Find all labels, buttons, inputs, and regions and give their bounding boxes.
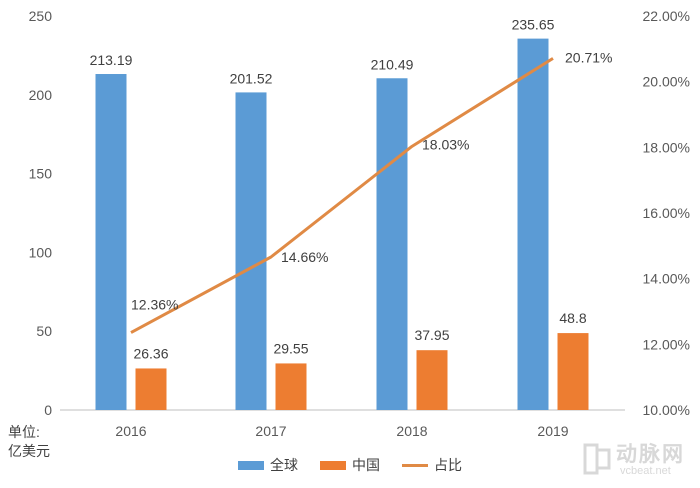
legend: 全球 中国 占比	[0, 455, 700, 475]
data-label-share-2018: 18.03%	[422, 136, 469, 152]
data-label-global-2016: 213.19	[90, 52, 133, 68]
data-label-china-2018: 37.95	[414, 327, 449, 343]
legend-swatch-global	[238, 460, 264, 470]
watermark-brand: 动脉网	[616, 443, 685, 466]
legend-item-share: 占比	[402, 455, 462, 475]
legend-label-share: 占比	[434, 457, 462, 473]
legend-item-global: 全球	[238, 455, 298, 475]
data-label-global-2017: 201.52	[230, 70, 273, 86]
x-axis-ticks: 2016 2017 2018 2019	[115, 423, 568, 439]
x-tick-2016: 2016	[115, 423, 146, 439]
left-tick-50: 50	[36, 323, 52, 339]
chart: 0 50 100 150 200 250 10.00% 12.00% 14.00% 16.00%…	[29, 8, 690, 439]
right-axis-ticks: 10.00% 12.00% 14.00% 16.00% 18.00% 20.00% 22.0…	[643, 8, 690, 418]
left-tick-0: 0	[44, 402, 52, 418]
share-data-labels: 12.36% 14.66% 18.03% 20.71%	[131, 49, 612, 312]
data-label-global-2019: 235.65	[512, 17, 555, 33]
data-label-china-2017: 29.55	[273, 340, 308, 356]
unit-label-line1: 单位:	[8, 424, 40, 440]
legend-item-china: 中国	[320, 455, 380, 475]
series-china-bars	[135, 333, 589, 410]
data-label-share-2016: 12.36%	[131, 297, 178, 313]
bar-china-2018	[416, 350, 448, 410]
left-tick-150: 150	[29, 166, 53, 182]
watermark-logo: 动脉网 vcbeat.net	[582, 438, 690, 482]
left-tick-100: 100	[29, 244, 53, 260]
watermark-mark-icon	[583, 443, 611, 475]
unit-label-line2: 亿美元	[8, 443, 50, 459]
legend-label-china: 中国	[352, 457, 380, 473]
legend-swatch-share	[402, 463, 428, 467]
data-label-share-2019: 20.71%	[565, 49, 612, 65]
series-share-line	[130, 57, 554, 334]
right-tick-10.00%: 10.00%	[643, 402, 690, 418]
right-tick-22.00%: 22.00%	[643, 8, 690, 24]
legend-label-global: 全球	[270, 457, 298, 473]
global-data-labels: 213.19 201.52 210.49 235.65	[90, 17, 555, 87]
series-global-bars	[95, 38, 549, 410]
legend-swatch-china	[320, 460, 346, 470]
bar-china-2016	[135, 368, 167, 410]
x-tick-2017: 2017	[255, 423, 286, 439]
right-tick-14.00%: 14.00%	[643, 271, 690, 287]
x-tick-2018: 2018	[396, 423, 427, 439]
right-tick-20.00%: 20.00%	[643, 74, 690, 90]
data-label-share-2017: 14.66%	[281, 249, 328, 265]
data-label-global-2018: 210.49	[371, 56, 414, 72]
x-tick-2019: 2019	[537, 423, 568, 439]
left-axis-ticks: 0 50 100 150 200 250	[29, 8, 53, 418]
bar-global-2018	[376, 78, 408, 410]
bar-china-2019	[557, 333, 589, 410]
left-tick-250: 250	[29, 8, 53, 24]
data-label-china-2016: 26.36	[133, 345, 168, 361]
right-tick-18.00%: 18.00%	[643, 139, 690, 155]
right-tick-16.00%: 16.00%	[643, 205, 690, 221]
right-tick-12.00%: 12.00%	[643, 336, 690, 352]
bar-global-2017	[235, 92, 267, 410]
unit-label: 单位: 亿美元	[8, 423, 50, 461]
bar-global-2019	[517, 38, 549, 410]
left-tick-200: 200	[29, 87, 53, 103]
bar-china-2017	[275, 363, 307, 410]
bar-global-2016	[95, 74, 127, 410]
data-label-china-2019: 48.8	[559, 310, 586, 326]
watermark-domain: vcbeat.net	[620, 465, 671, 477]
china-data-labels: 26.36 29.55 37.95 48.8	[133, 310, 586, 361]
share-line	[130, 57, 554, 334]
